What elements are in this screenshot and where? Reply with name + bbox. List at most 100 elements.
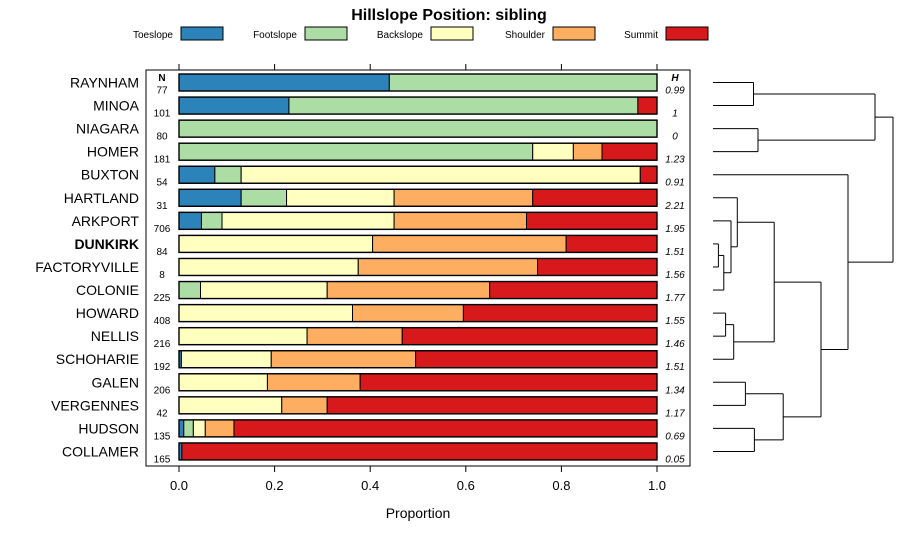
n-value: 8 (159, 270, 165, 281)
row-label: COLONIE (76, 282, 139, 298)
bar-row-minoa (178, 96, 658, 115)
bar-segment-shoulder (572, 142, 603, 161)
row-label: ARKPORT (72, 213, 140, 229)
x-axis: 0.0 0.2 0.4 0.6 0.8 1.0 (170, 466, 666, 493)
bar-outline (178, 419, 658, 438)
bar-segment-shoulder (372, 234, 567, 253)
row-label: HUDSON (78, 420, 139, 436)
dendrogram-branch (713, 197, 738, 248)
bar-segment-footslope (200, 211, 223, 230)
h-value: 1.77 (665, 293, 685, 304)
h-value: 1.55 (665, 316, 685, 327)
row-label: VERGENNES (51, 397, 139, 413)
bar-segment-summit (637, 96, 658, 115)
dendrogram-branch (713, 82, 754, 107)
n-value: 135 (154, 431, 171, 442)
bar-segment-backslope (200, 281, 328, 300)
bar-segment-footslope (288, 96, 639, 115)
bar-outline (178, 165, 658, 184)
bar-segment-summit (565, 234, 658, 253)
n-value: 216 (154, 339, 171, 350)
legend-label-toeslope: Toeslope (133, 30, 173, 41)
bar-outline (178, 119, 658, 138)
bar-outline (178, 303, 658, 323)
h-value: 2.21 (664, 201, 684, 212)
bar-segment-toeslope (178, 419, 185, 438)
bar-segment-shoulder (266, 373, 361, 392)
bar-row-vergennes (178, 396, 658, 415)
bar-outline (178, 326, 658, 346)
bar-segment-toeslope (178, 165, 216, 184)
h-value: 1.23 (665, 155, 685, 166)
x-tick-label: 1.0 (648, 478, 666, 493)
bar-segment-shoulder (204, 419, 235, 438)
legend-label-footslope: Footslope (253, 30, 297, 41)
bar-segment-summit (639, 165, 658, 184)
bar-segment-summit (359, 373, 658, 392)
bar-row-dunkirk (178, 234, 658, 254)
legend-label-summit: Summit (624, 30, 658, 41)
bar-row-factoryville (178, 257, 658, 277)
n-value: 206 (154, 385, 171, 396)
x-tick-label: 0.0 (170, 478, 188, 493)
x-tick-label: 0.8 (552, 478, 570, 493)
bar-segment-shoulder (306, 327, 403, 346)
bar-segment-footslope (178, 119, 658, 138)
dendrogram-branch (745, 393, 784, 441)
n-value: 84 (156, 247, 168, 258)
h-value: 1.46 (665, 339, 685, 350)
row-labels: RAYNHAM MINOA NIAGARA HOMER BUXTON HARTLAND AR… (35, 75, 139, 460)
n-header: N (158, 73, 165, 84)
bar-segment-summit (601, 142, 658, 161)
bar-row-buxton (178, 165, 658, 184)
n-value: 101 (154, 109, 171, 120)
bar-segment-summit (181, 442, 658, 461)
bar-segment-backslope (221, 211, 395, 230)
h-value: 0.69 (665, 431, 685, 442)
bar-segment-backslope (192, 419, 206, 438)
dendrogram-branch (713, 427, 755, 452)
n-value: 54 (156, 178, 168, 189)
row-label: HARTLAND (64, 190, 139, 206)
bar-segment-footslope (178, 281, 202, 300)
bar-outline (178, 280, 658, 300)
bar-segment-summit (489, 281, 658, 300)
row-label: SCHOHARIE (56, 351, 139, 367)
n-value: 42 (156, 408, 168, 419)
legend-swatch-summit (665, 26, 709, 41)
bar-segment-summit (326, 396, 658, 415)
bar-row-arkport (178, 211, 658, 231)
bar-row-galen (178, 373, 658, 392)
legend-swatch-backslope (430, 26, 474, 41)
row-label: BUXTON (81, 167, 139, 183)
n-value: 181 (154, 155, 171, 166)
row-label: MINOA (93, 98, 140, 114)
row-label: GALEN (92, 374, 139, 390)
x-tick-label: 0.6 (457, 478, 475, 493)
h-value: 0.05 (665, 454, 685, 465)
bar-segment-backslope (178, 373, 268, 392)
h-value: 1.95 (665, 224, 685, 235)
bar-segment-toeslope (178, 73, 390, 92)
bar-row-hudson (178, 419, 658, 438)
dendrogram-branch (713, 243, 719, 268)
bar-segment-shoulder (326, 281, 491, 300)
bar-segment-summit (537, 257, 658, 276)
bar-row-raynham (178, 73, 658, 92)
bar-row-hartland (178, 188, 658, 208)
n-value: 165 (154, 454, 171, 465)
legend-label-backslope: Backslope (377, 30, 424, 41)
dendrogram-branch (713, 324, 735, 360)
x-axis-label: Proportion (386, 505, 451, 521)
bar-outline (178, 442, 658, 461)
bar-segment-footslope (214, 165, 242, 184)
bar-segment-summit (526, 211, 658, 230)
n-value: 225 (154, 293, 171, 304)
dendrogram-branch (733, 221, 775, 343)
bar-outline (178, 96, 658, 115)
bar-segment-footslope (240, 188, 288, 207)
bar-segment-toeslope (178, 211, 202, 230)
bar-segment-toeslope (178, 96, 290, 115)
bar-segment-summit (401, 327, 658, 346)
